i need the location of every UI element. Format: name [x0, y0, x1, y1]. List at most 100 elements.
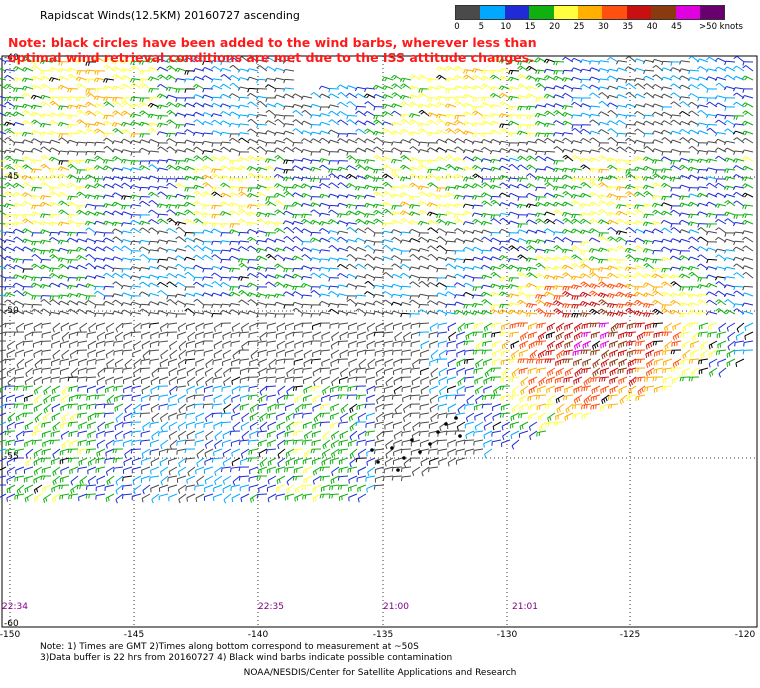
wind-barb-feather	[258, 193, 262, 197]
wind-barb-feather	[609, 237, 614, 241]
wind-barb	[726, 157, 736, 162]
wind-barb	[177, 221, 187, 225]
wind-barb	[645, 229, 655, 234]
wind-barb	[258, 114, 268, 117]
wind-barb	[87, 167, 97, 171]
wind-barb-feather	[49, 187, 52, 192]
wind-barb-feather	[715, 219, 719, 223]
wind-barb	[582, 149, 592, 153]
wind-barb-feather	[555, 61, 558, 66]
wind-barb-feather	[300, 130, 305, 135]
wind-barb-feather	[733, 101, 737, 106]
wind-barb-feather	[382, 208, 387, 212]
wind-barb-feather	[4, 182, 9, 186]
wind-barb	[42, 75, 52, 81]
wind-barb-feather	[562, 218, 567, 222]
wind-barb	[447, 121, 457, 126]
wind-barb-feather	[663, 176, 667, 181]
wind-barb-feather	[312, 221, 316, 225]
wind-barb-feather	[13, 96, 16, 102]
wind-barb	[691, 236, 700, 243]
wind-barb-feather	[525, 267, 529, 272]
wind-barb-feather	[103, 137, 107, 142]
wind-barb-feather	[184, 97, 187, 102]
wind-barb-feather	[166, 101, 170, 106]
wind-barb-feather	[678, 238, 682, 243]
wind-barb-feather	[537, 78, 541, 83]
wind-barb	[610, 236, 619, 243]
wind-barb	[555, 201, 565, 207]
wind-barb	[564, 201, 574, 207]
wind-barb-feather	[420, 160, 423, 165]
wind-barb	[636, 265, 646, 270]
wind-barb-feather	[120, 257, 124, 262]
wind-barb	[491, 231, 502, 234]
wind-barb	[736, 65, 745, 72]
wind-barb-feather	[276, 193, 280, 198]
wind-barb-feather	[589, 178, 592, 183]
wind-barb-feather	[337, 101, 341, 106]
wind-barb-feather	[438, 130, 442, 135]
wind-barb	[114, 192, 124, 198]
wind-barb-feather	[123, 85, 127, 89]
wind-barb	[599, 168, 610, 171]
wind-barb-feather	[294, 185, 298, 189]
wind-barb-feather	[183, 165, 188, 170]
wind-barb-feather	[499, 246, 503, 250]
wind-barb	[240, 246, 250, 252]
wind-barb-feather	[661, 61, 664, 66]
wind-barb-feather	[546, 112, 550, 116]
wind-barb-feather	[201, 75, 206, 79]
wind-barb-feather	[105, 166, 109, 171]
wind-barb	[78, 246, 88, 252]
wind-barb	[186, 201, 196, 207]
wind-barb-feather	[462, 230, 466, 235]
wind-barb-feather	[697, 142, 700, 147]
wind-barb-feather	[679, 96, 682, 101]
wind-barb	[132, 275, 142, 279]
wind-barb	[61, 182, 70, 189]
wind-barb-feather	[229, 241, 232, 246]
wind-barb-feather	[696, 158, 700, 163]
wind-barb-feather	[15, 132, 19, 137]
wind-barb-feather	[492, 58, 496, 63]
wind-barb	[510, 86, 520, 90]
wind-barb-feather	[6, 85, 10, 89]
wind-barb-feather	[22, 110, 27, 114]
wind-barb-feather	[219, 266, 223, 271]
wind-barb-feather	[40, 213, 43, 218]
wind-barb-feather	[39, 123, 43, 128]
wind-barb	[77, 141, 88, 144]
wind-barb-feather	[346, 101, 351, 105]
wind-barb-feather	[525, 192, 530, 197]
wind-barb-feather	[652, 250, 655, 255]
wind-barb-feather	[402, 202, 406, 207]
wind-barb-feather	[193, 155, 198, 159]
wind-barb-feather	[618, 196, 621, 201]
wind-barb-feather	[642, 75, 647, 80]
wind-barb-feather	[678, 184, 682, 189]
wind-barb	[140, 186, 151, 189]
wind-barb-feather	[339, 213, 343, 218]
wind-barb	[213, 228, 223, 234]
wind-barb	[258, 59, 268, 63]
wind-barb	[538, 262, 547, 270]
wind-barb-feather	[51, 192, 56, 197]
wind-barb	[356, 105, 367, 108]
wind-barb	[43, 146, 52, 153]
wind-barb-feather	[139, 101, 143, 106]
wind-barb-feather	[13, 159, 16, 164]
wind-barb-feather	[276, 248, 280, 253]
wind-barb	[339, 230, 349, 234]
wind-barb-feather	[75, 129, 80, 134]
wind-barb-feather	[679, 110, 683, 115]
wind-barb-feather	[420, 166, 424, 170]
wind-barb	[682, 137, 691, 144]
wind-barb	[231, 276, 241, 279]
wind-barb	[114, 156, 124, 162]
wind-barb-feather	[579, 157, 583, 162]
wind-barb-feather	[393, 76, 397, 80]
wind-barb-feather	[249, 187, 252, 192]
wind-barb-feather	[175, 97, 178, 102]
wind-barb-feather	[606, 147, 611, 151]
